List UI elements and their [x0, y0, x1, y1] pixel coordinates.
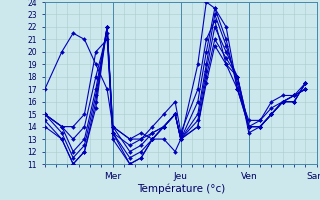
- X-axis label: Température (°c): Température (°c): [137, 183, 225, 194]
